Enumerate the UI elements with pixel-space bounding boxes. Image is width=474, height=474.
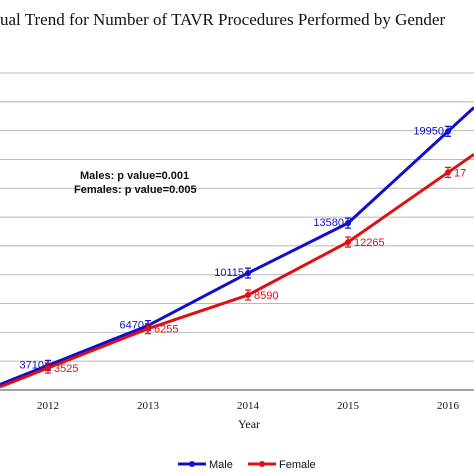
data-label-male: 3710: [20, 359, 44, 371]
data-point-female: [245, 292, 251, 299]
x-tick-label: 2014: [237, 400, 260, 412]
gridlines: [0, 72, 474, 362]
x-tick-label: 2013: [137, 400, 160, 412]
data-point-male: [445, 128, 451, 135]
data-label-female: 17: [454, 167, 466, 179]
data-label-female: 8590: [254, 290, 278, 302]
data-point-male: [345, 220, 351, 227]
data-label-male: 10115: [214, 267, 244, 279]
annotation-females: Females: p value=0.005: [74, 184, 197, 196]
x-tick-label: 2012: [37, 400, 59, 412]
data-label-female: 3525: [54, 363, 78, 375]
x-tick-label: 2016: [437, 400, 460, 412]
legend-male-label: Male: [209, 459, 233, 471]
data-point-female: [345, 239, 351, 246]
data-label-male: 6470: [120, 320, 144, 332]
data-label-female: 12265: [354, 237, 385, 249]
annotation-males: Males: p value=0.001: [80, 170, 189, 182]
data-label-male: 13580: [313, 217, 344, 229]
chart-title: ual Trend for Number of TAVR Procedures …: [0, 10, 445, 29]
x-tick-label: 2015: [337, 400, 360, 412]
data-label-male: 19950: [413, 125, 444, 137]
data-point-female: [445, 169, 451, 176]
x-axis-title: Year: [238, 417, 260, 431]
legend-female-label: Female: [279, 459, 316, 471]
data-label-female: 6255: [154, 324, 178, 336]
legend-female-marker: [259, 461, 265, 467]
data-point-female: [45, 365, 51, 372]
series-layer: 3710 6470 10115 13580 19950 3525 6255 8590 12265…: [0, 106, 474, 389]
x-tick-labels: 2012 2013 2014 2015 2016: [37, 400, 460, 412]
data-point-female: [145, 325, 151, 332]
legend: Male Female: [178, 459, 316, 471]
legend-male-marker: [189, 461, 195, 467]
data-point-male: [245, 270, 251, 277]
